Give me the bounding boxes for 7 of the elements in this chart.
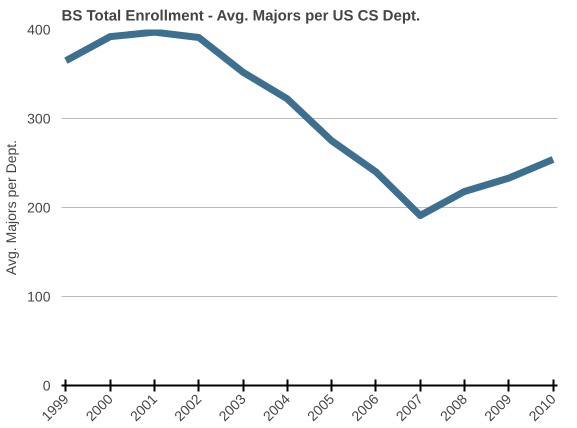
y-axis-title: Avg. Majors per Dept. — [3, 140, 20, 276]
chart-title: BS Total Enrollment - Avg. Majors per US CS Dept. — [62, 8, 420, 24]
y-tick-label: 100 — [27, 288, 51, 304]
y-tick-label: 200 — [27, 200, 51, 216]
y-tick-label: 400 — [27, 22, 51, 38]
y-tick-label: 300 — [27, 110, 51, 126]
y-tick-label: 0 — [42, 378, 51, 394]
